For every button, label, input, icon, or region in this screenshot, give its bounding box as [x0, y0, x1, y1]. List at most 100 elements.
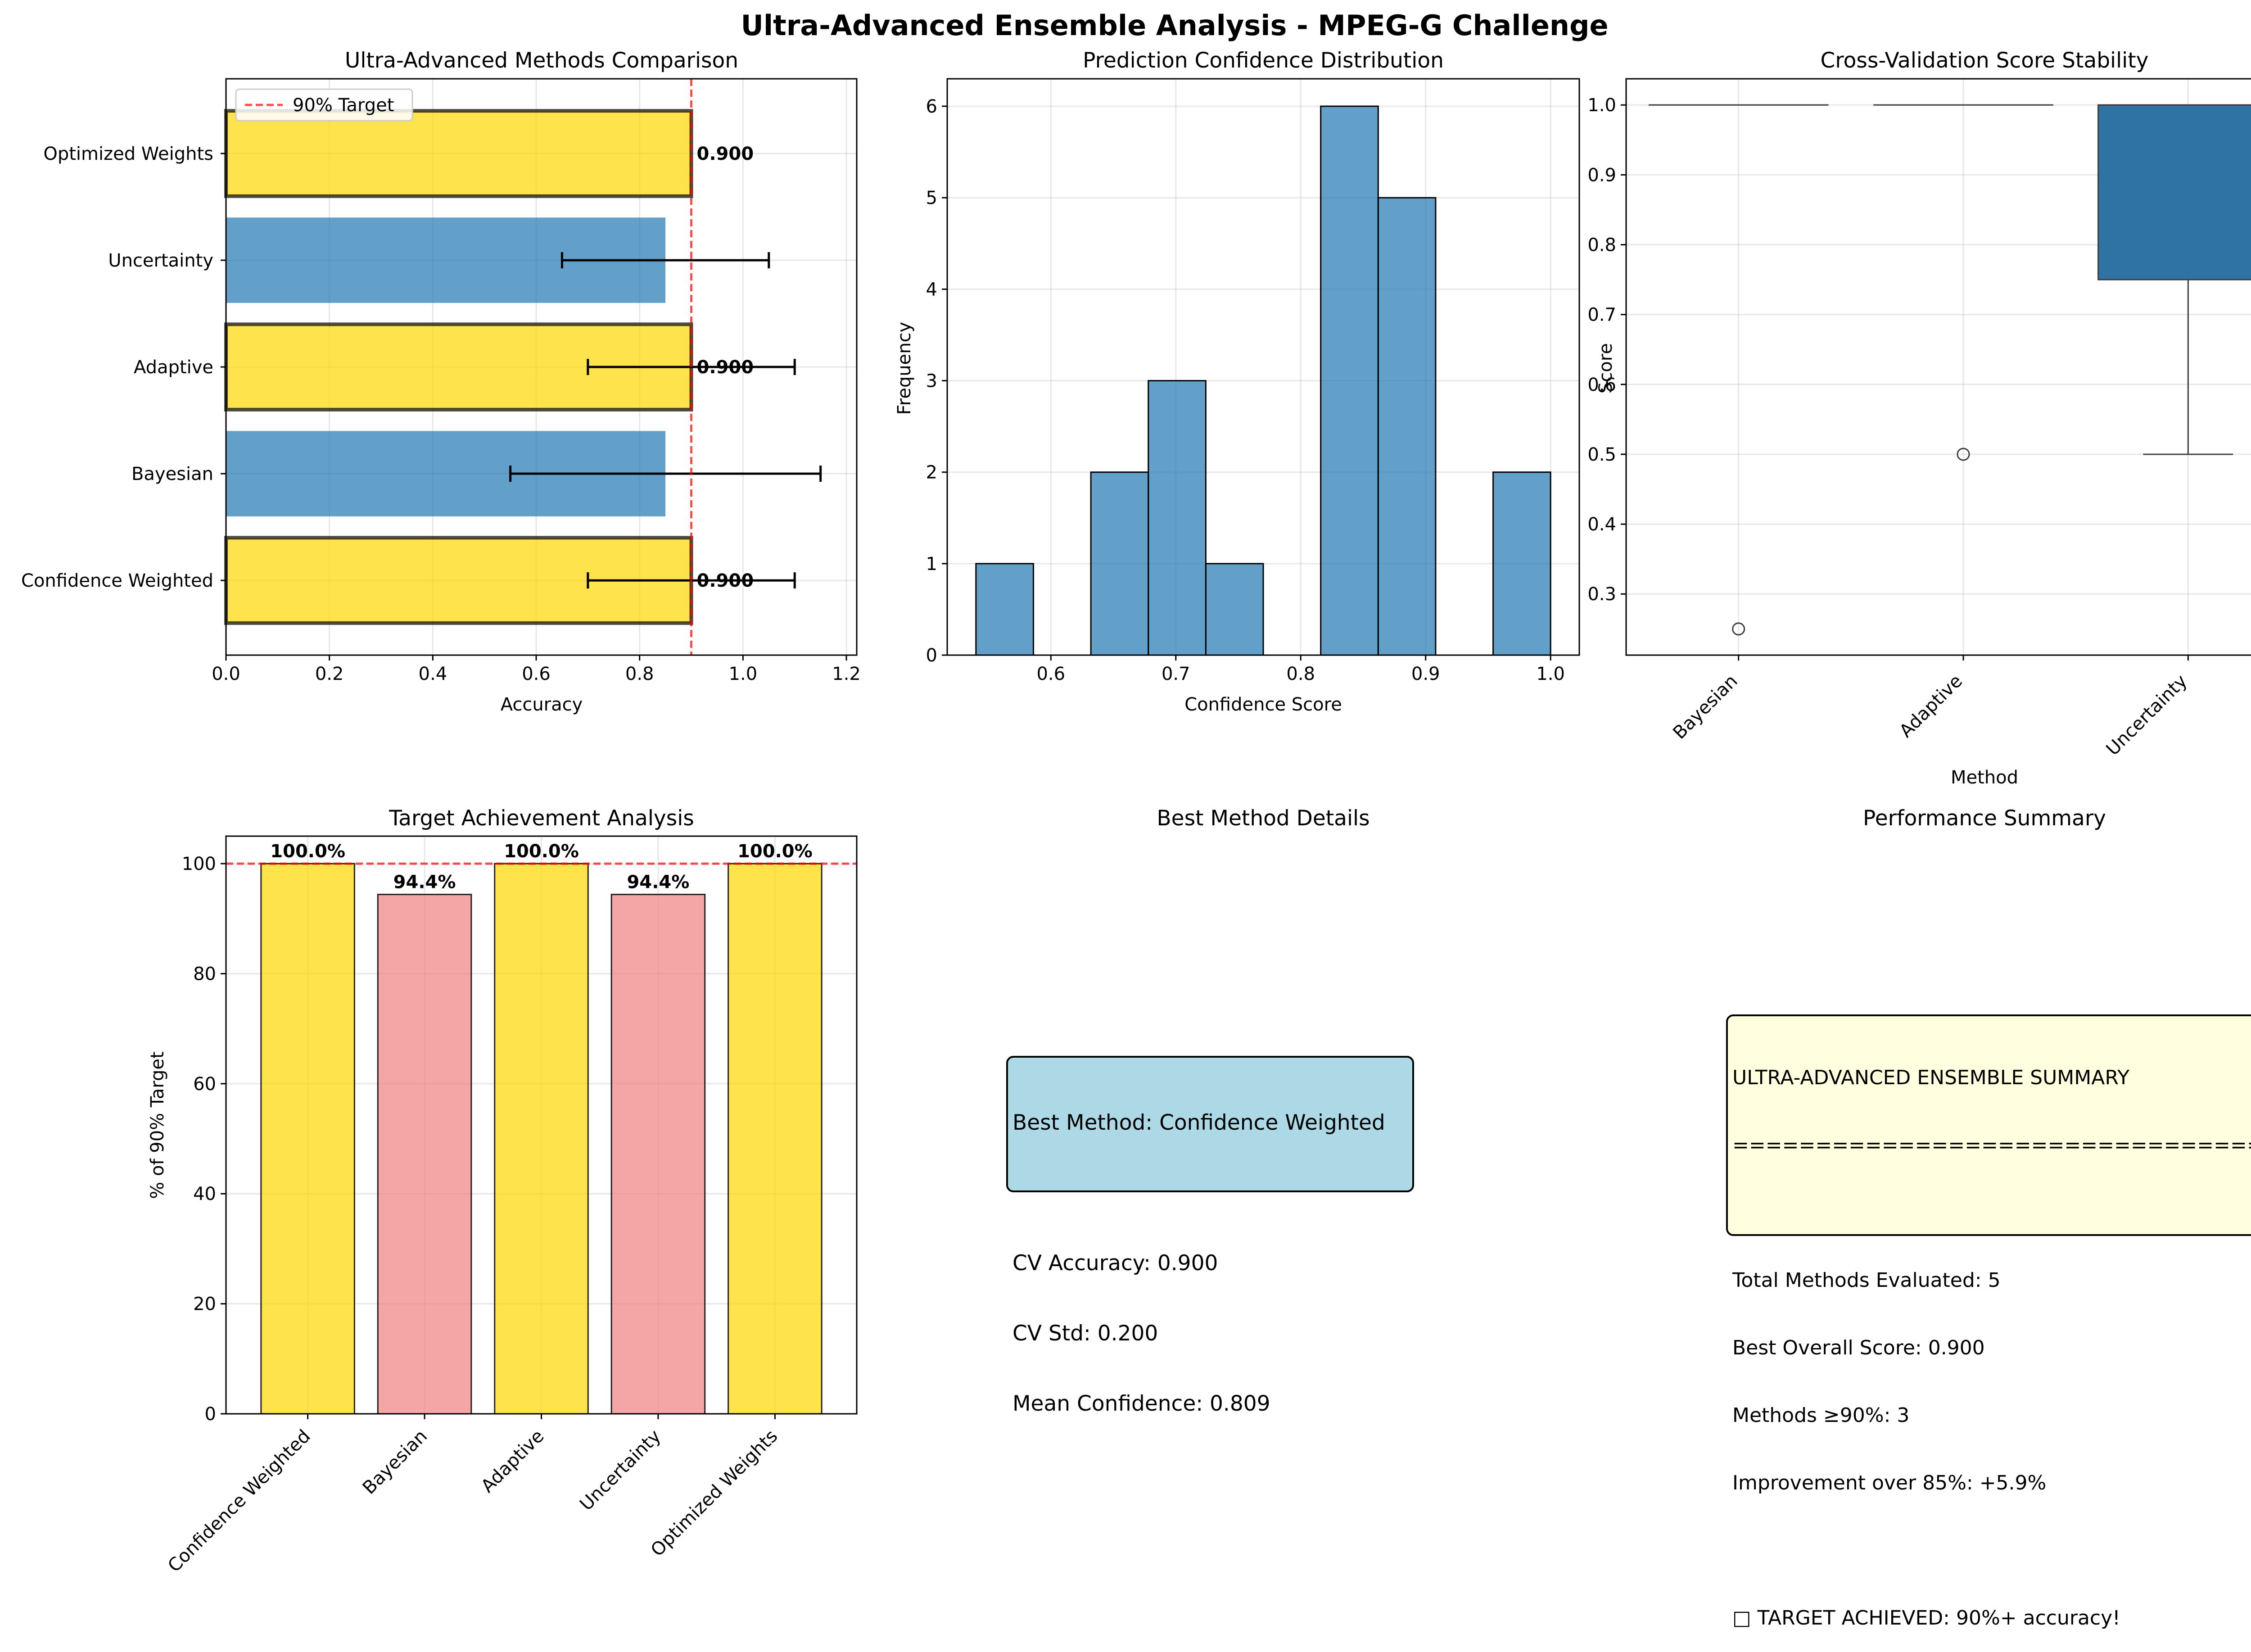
y-tick-label: Confidence Weighted [21, 570, 213, 591]
histogram-title: Prediction Confidence Distribution [1083, 48, 1444, 73]
x-tick-label: 0.7 [1162, 664, 1190, 684]
x-tick-label: Uncertainty [576, 1426, 665, 1515]
x-tick-label: 0.6 [522, 664, 551, 684]
y-tick-label: 0.8 [1587, 235, 1616, 255]
figure: Ultra-Advanced Ensemble Analysis - MPEG-… [21, 9, 2251, 1576]
x-tick-label: 0.0 [212, 664, 240, 684]
best-method-line: CV Accuracy: 0.900 [1012, 1251, 1218, 1276]
summary-box: ULTRA-ADVANCED ENSEMBLE SUMMARY ========… [1726, 1014, 2251, 1629]
y-tick-label: 80 [193, 964, 216, 984]
best-method-line [1012, 1181, 1412, 1205]
y-tick-label: 0.6 [1587, 375, 1616, 395]
y-tick-label: 5 [926, 188, 937, 208]
y-tick-label: 0.4 [1587, 514, 1616, 535]
figure-suptitle: Ultra-Advanced Ensemble Analysis - MPEG-… [741, 9, 1609, 42]
boxplot-title: Cross-Validation Score Stability [1821, 48, 2149, 73]
x-tick-label: Bayesian [1669, 671, 1741, 743]
histogram-x-axis-label: Confidence Score [1184, 694, 1342, 715]
summary-line: Improvement over 85%: +5.9% [1732, 1471, 2047, 1494]
histogram-bar [1148, 380, 1207, 656]
methods-comparison-panel: Ultra-Advanced Methods Comparison Accura… [21, 48, 861, 715]
target-bar [728, 863, 823, 1415]
bar-value-label: 100.0% [270, 841, 345, 862]
outlier-point [1957, 448, 1970, 461]
y-tick-label: 100 [182, 854, 216, 874]
bar-value-label: 0.900 [697, 357, 754, 378]
y-tick-label: 6 [926, 96, 937, 117]
y-tick-label: 0.3 [1587, 584, 1616, 605]
x-tick-label: 0.2 [315, 664, 344, 684]
methods-x-axis-label: Accuracy [501, 694, 583, 715]
x-tick-label: 1.2 [832, 664, 861, 684]
bar-value-label: 100.0% [737, 841, 813, 862]
methods-legend: 90% Target [235, 88, 413, 122]
summary-line: Best Overall Score: 0.900 [1732, 1336, 1985, 1359]
confidence-histogram-panel: Prediction Confidence Distribution Confi… [894, 48, 1580, 715]
y-tick-label: Adaptive [134, 357, 213, 378]
x-tick-label: 0.6 [1036, 664, 1065, 684]
x-tick-label: 0.8 [625, 664, 654, 684]
target-panel-title: Target Achievement Analysis [389, 806, 694, 831]
summary-line [1732, 1539, 2251, 1562]
y-tick-label: 4 [926, 279, 937, 300]
y-tick-label: Bayesian [131, 464, 213, 484]
y-tick-label: 0.7 [1587, 305, 1616, 326]
summary-line: ULTRA-ADVANCED ENSEMBLE SUMMARY [1732, 1066, 2129, 1089]
axes-frame [225, 835, 858, 1415]
x-tick-label: Adaptive [477, 1426, 548, 1497]
bar-value-label: 0.900 [697, 144, 754, 164]
x-tick-label: Uncertainty [2102, 671, 2192, 760]
histogram-bar [1205, 563, 1264, 656]
methods-bars: 0.900 0.900 0.900 [224, 79, 822, 655]
x-tick-label: 1.0 [1536, 664, 1565, 684]
axes-frame [946, 78, 1580, 656]
accuracy-bar [224, 109, 693, 198]
target-achievement-panel: Target Achievement Analysis % of 90% Tar… [147, 806, 858, 1576]
y-tick-label: 0 [926, 645, 937, 666]
performance-summary-title: Performance Summary [1863, 806, 2106, 831]
bar-value-label: 94.4% [393, 872, 456, 893]
methods-panel-title: Ultra-Advanced Methods Comparison [345, 48, 738, 73]
x-tick-label: 0.9 [1411, 664, 1440, 684]
summary-line: ================================== [1732, 1134, 2251, 1157]
x-tick-label: 0.4 [419, 664, 447, 684]
y-tick-label: 1.0 [1587, 95, 1616, 116]
histogram-bar [1320, 105, 1379, 656]
axes-frame [1625, 78, 2251, 656]
methods-axes: 0.0 0.2 0.4 0.6 0.8 1.0 1.2 Confidence Weighted… [21, 78, 861, 684]
bar-value-label: 94.4% [627, 872, 690, 893]
best-method-line: CV Std: 0.200 [1012, 1321, 1158, 1346]
summary-line: □ TARGET ACHIEVED: 90%+ accuracy! [1732, 1607, 2120, 1629]
target-bars: 100.0% 94.4% 100.0% 94.4% 100.0% [226, 841, 857, 1415]
best-method-title: Best Method Details [1157, 806, 1370, 831]
x-tick-label: Adaptive [1895, 671, 1966, 742]
histogram-y-axis-label: Frequency [894, 322, 915, 415]
y-tick-label: 0.9 [1587, 165, 1616, 186]
histogram-bars [975, 105, 1551, 656]
histogram-axes: 0.6 0.7 0.8 0.9 1.0 0 1 2 3 4 5 6 [926, 78, 1580, 684]
y-tick-label: 1 [926, 554, 937, 575]
y-tick-label: 0.5 [1587, 444, 1616, 465]
axes-frame [225, 78, 858, 656]
y-tick-label: Uncertainty [108, 250, 213, 271]
histogram-bar [1492, 471, 1551, 656]
y-tick-label: 20 [193, 1294, 216, 1315]
x-tick-label: 0.8 [1286, 664, 1315, 684]
target-y-axis-label: % of 90% Target [147, 1051, 168, 1199]
summary-line: Total Methods Evaluated: 5 [1732, 1269, 2001, 1292]
target-bar [260, 863, 355, 1415]
summary-line [1732, 1202, 2251, 1224]
best-method-box: Best Method: Confidence Weighted CV Accu… [1006, 1056, 1414, 1416]
x-tick-label: Bayesian [359, 1426, 431, 1498]
x-tick-label: 1.0 [729, 664, 758, 684]
outlier-point [1732, 622, 1745, 636]
bar-value-label: 100.0% [504, 841, 579, 862]
y-tick-label: Optimized Weights [43, 144, 213, 164]
y-tick-label: 60 [193, 1074, 216, 1095]
target-bar [610, 894, 706, 1415]
legend-frame [235, 88, 413, 122]
histogram-bar [1090, 471, 1149, 656]
best-method-line: Mean Confidence: 0.809 [1012, 1391, 1270, 1416]
bar-value-label: 0.900 [697, 570, 754, 591]
target-bar [377, 894, 472, 1415]
